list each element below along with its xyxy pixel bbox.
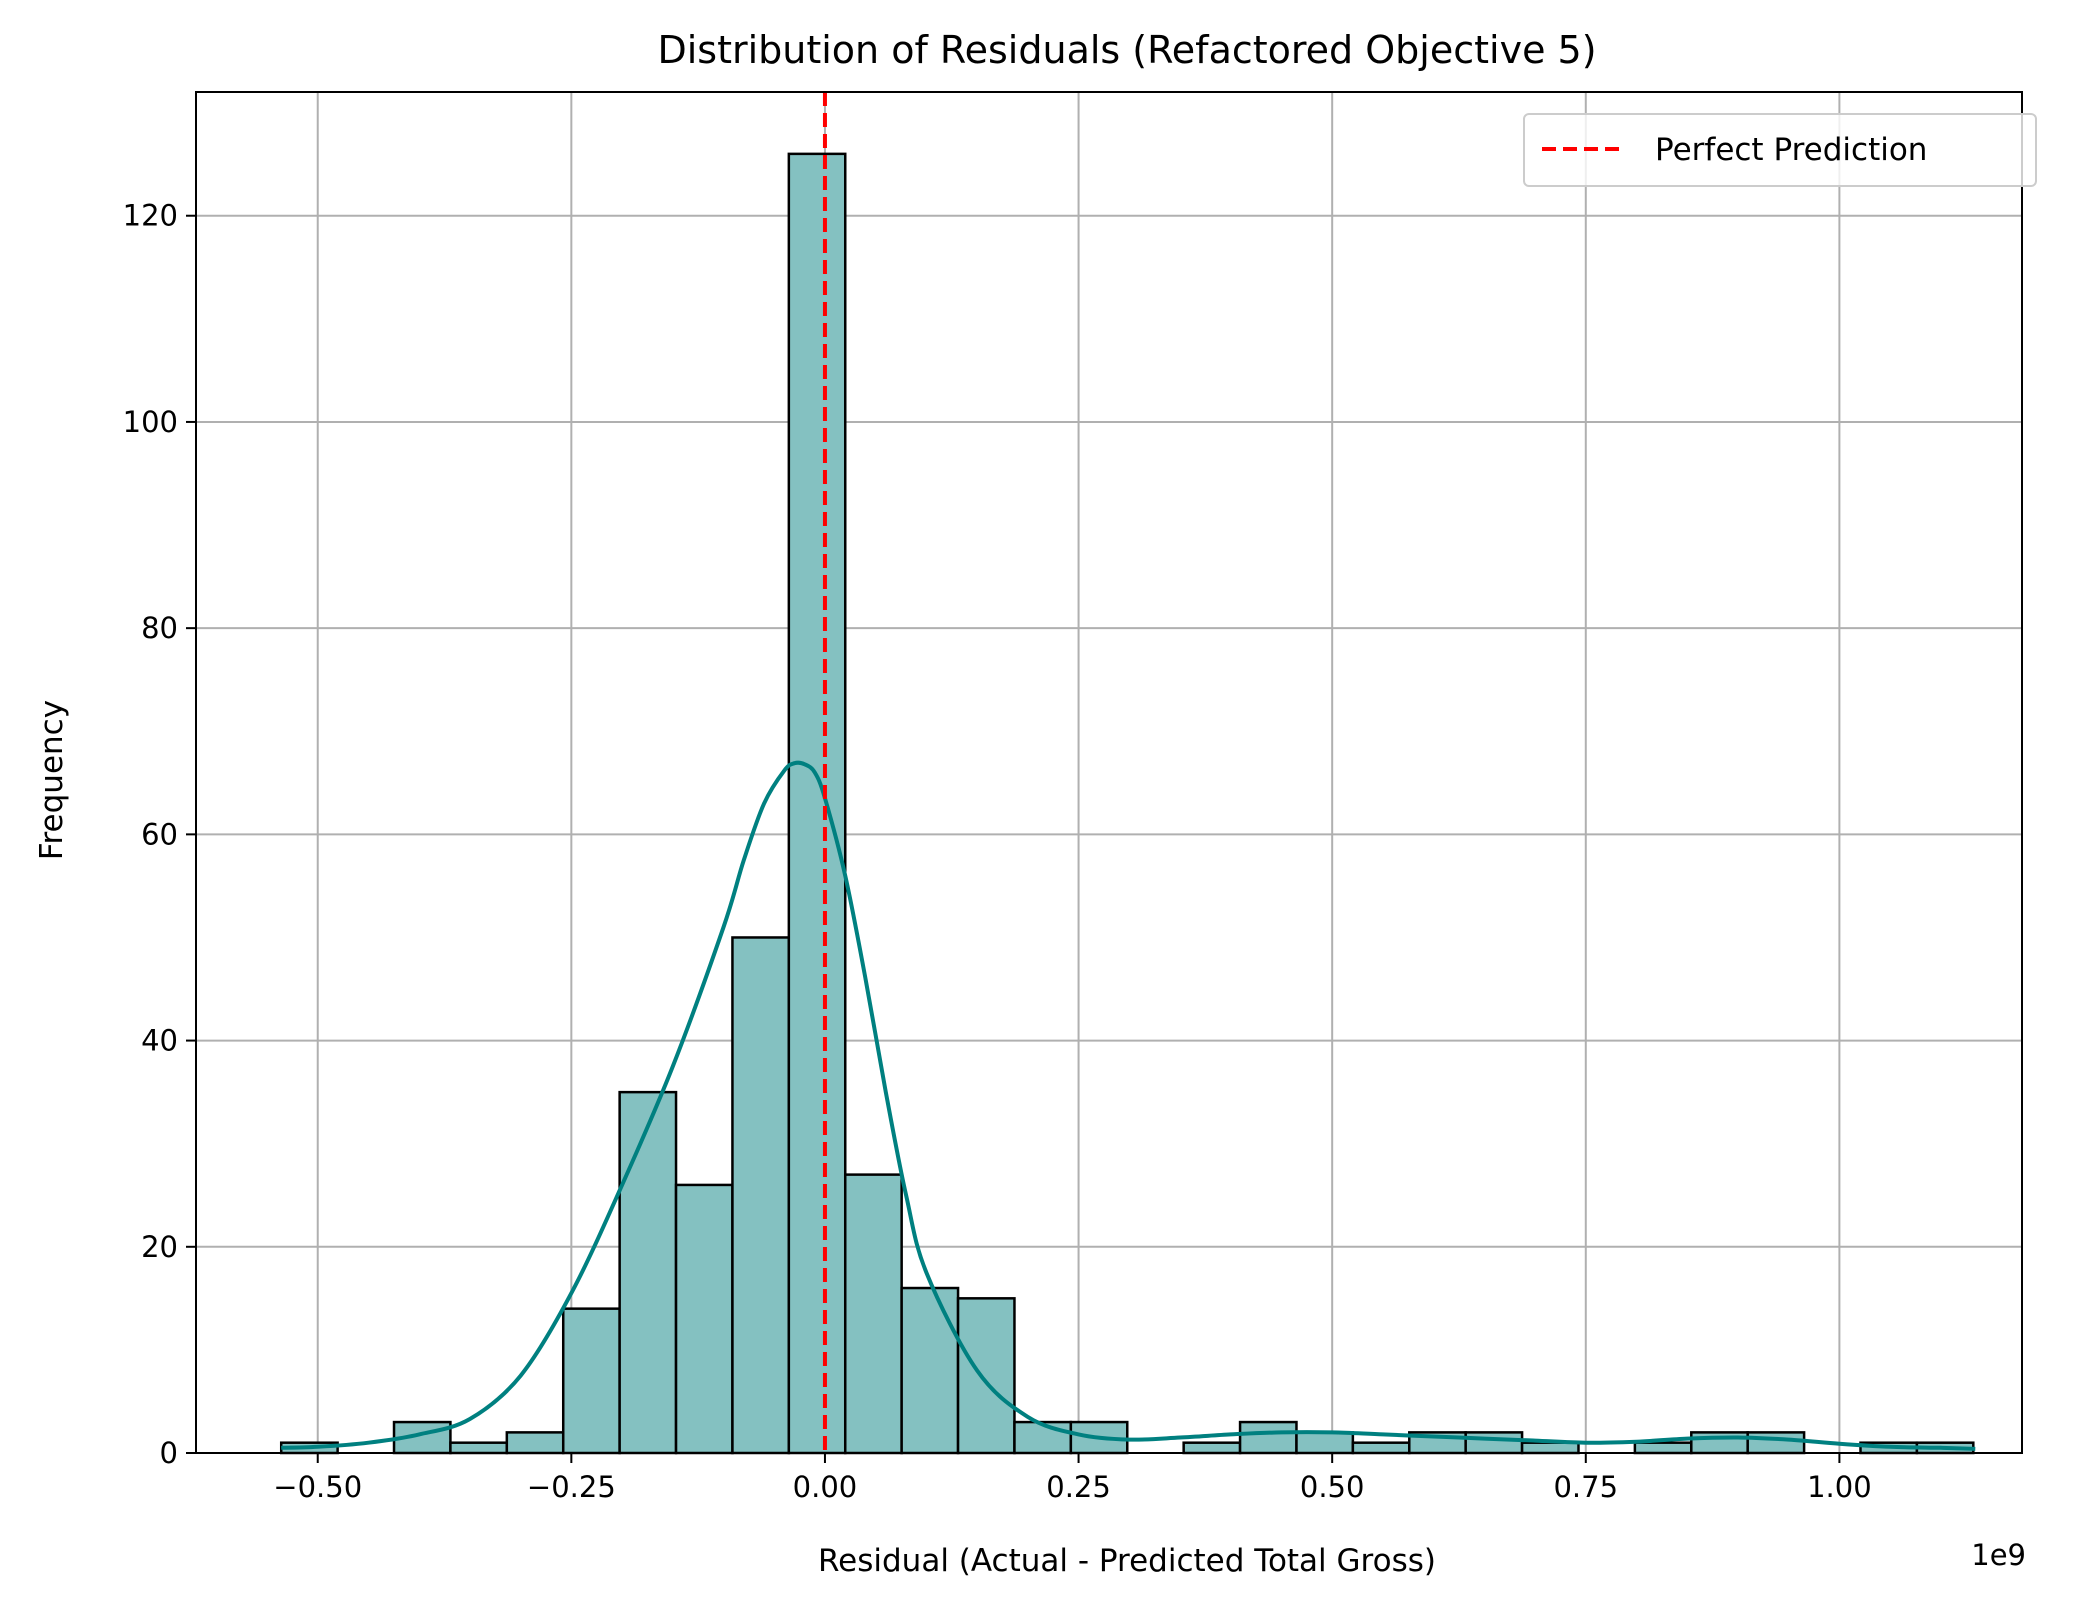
y-tick-label-1: 20 [141, 1230, 178, 1264]
x-axis-ticks: −0.50 −0.25 0.00 0.25 0.50 0.75 1.00 [273, 1453, 1872, 1504]
chart-title: Distribution of Residuals (Refactored Ob… [657, 28, 1596, 72]
x-tick-label-2: 0.00 [793, 1470, 858, 1504]
grid-lines [196, 92, 2022, 1454]
x-tick-label-6: 1.00 [1807, 1470, 1872, 1504]
legend-box [1523, 113, 2037, 187]
histogram-bar-3 [449, 1441, 509, 1455]
y-axis-label: Frequency [34, 700, 70, 860]
histogram-bars [279, 152, 1975, 1455]
histogram-bar-26 [1746, 1431, 1806, 1455]
legend-entry-perfect-prediction: Perfect Prediction [1655, 132, 1927, 168]
y-tick-label-0: 0 [160, 1436, 178, 1470]
x-tick-label-5: 0.75 [1553, 1470, 1618, 1504]
histogram-bar-11 [900, 1286, 960, 1455]
y-tick-label-6: 120 [123, 199, 178, 233]
histogram-bar-19 [1351, 1441, 1411, 1455]
kde-curve-group [281, 760, 1976, 1451]
histogram-bar-25 [1690, 1431, 1749, 1455]
x-axis-offset-label: 1e9 [1971, 1538, 2026, 1572]
y-tick-label-4: 80 [141, 611, 178, 645]
histogram-bar-6 [618, 1090, 678, 1455]
x-tick-label-4: 0.50 [1300, 1470, 1365, 1504]
plot-frame [195, 91, 2023, 1454]
histogram-bar-16 [1182, 1441, 1242, 1455]
histogram-bar-12 [956, 1297, 1016, 1455]
histogram-bar-8 [731, 936, 791, 1455]
y-tick-label-2: 40 [141, 1024, 178, 1058]
kde-curve [281, 760, 1976, 1451]
x-axis-label: Residual (Actual - Predicted Total Gross… [818, 1543, 1436, 1579]
y-axis-ticks: 0 20 40 60 80 100 120 [123, 199, 196, 1470]
histogram-bar-10 [843, 1173, 903, 1455]
y-tick-label-5: 100 [123, 405, 178, 439]
x-tick-label-1: −0.25 [527, 1470, 616, 1504]
y-tick-label-3: 60 [141, 817, 178, 851]
histogram-bar-17 [1238, 1420, 1298, 1455]
x-tick-label-3: 0.25 [1046, 1470, 1111, 1504]
legend: Perfect Prediction [1523, 113, 2037, 187]
histogram-bar-5 [561, 1307, 621, 1455]
x-tick-label-0: −0.50 [273, 1470, 362, 1504]
histogram-bar-9 [787, 152, 847, 1455]
histogram-bar-7 [674, 1183, 734, 1455]
histogram-bar-21 [1464, 1431, 1524, 1455]
histogram-bar-24 [1633, 1441, 1693, 1455]
histogram-bar-18 [1295, 1431, 1355, 1455]
histogram-bar-13 [1013, 1420, 1073, 1455]
histogram-bar-4 [505, 1431, 565, 1455]
